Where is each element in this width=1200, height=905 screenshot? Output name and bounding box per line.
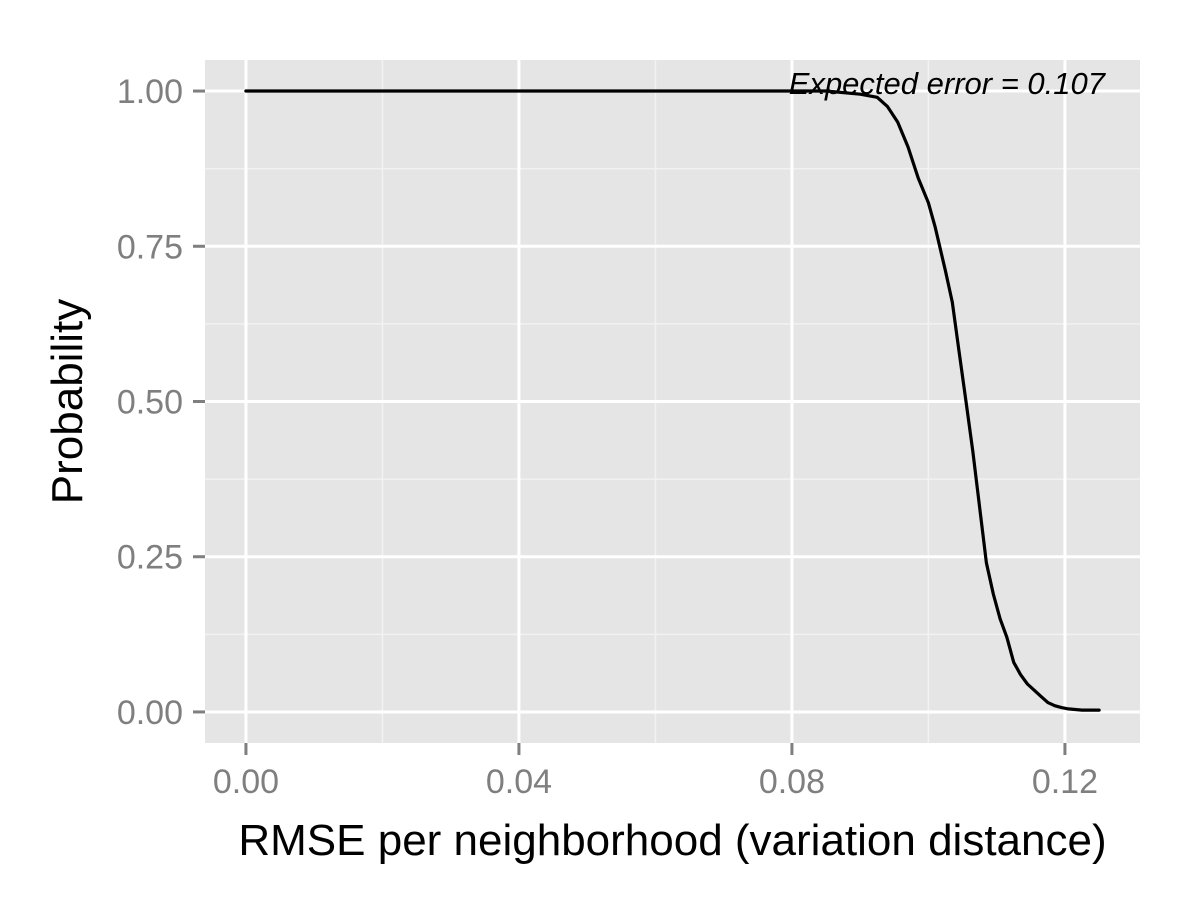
annotation-expected-error: Expected error = 0.107 bbox=[789, 66, 1107, 101]
x-tick-label-1: 0.04 bbox=[486, 763, 552, 801]
x-tick-label-2: 0.08 bbox=[759, 763, 825, 801]
y-axis-title: Probability bbox=[43, 299, 92, 504]
x-axis-title: RMSE per neighborhood (variation distanc… bbox=[238, 816, 1106, 865]
x-tick-label-0: 0.00 bbox=[213, 763, 279, 801]
y-tick-label-1: 0.25 bbox=[117, 539, 183, 577]
series-line-0 bbox=[244, 89, 1101, 712]
y-tick-label-4: 1.00 bbox=[117, 73, 183, 111]
x-tick-label-3: 0.12 bbox=[1032, 763, 1098, 801]
y-tick-label-0: 0.00 bbox=[117, 694, 183, 732]
series-layer bbox=[244, 89, 1101, 712]
y-tick-label-3: 0.75 bbox=[117, 228, 183, 266]
y-tick-label-2: 0.50 bbox=[117, 384, 183, 422]
tick-labels: 0.00 0.04 0.08 0.12 0.00 0.25 0.50 0.75 1.00 bbox=[117, 73, 1098, 801]
axis-ticks bbox=[193, 89, 1067, 755]
